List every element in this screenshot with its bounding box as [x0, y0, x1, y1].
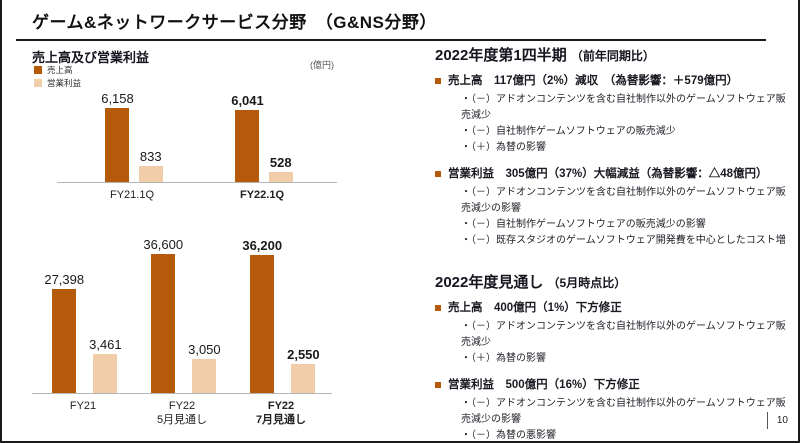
bullet-text: 売上高 400億円（1%）下方修正: [448, 302, 622, 315]
bar-value-label: 833: [139, 149, 162, 164]
chart-plot-area: 6,158 833 6,041 528: [57, 88, 337, 183]
bar-with-label: 36,600: [143, 237, 183, 393]
bar-value-label: 6,041: [231, 93, 264, 108]
sub-bullet-line: ・（＋）為替の影響: [461, 142, 546, 154]
bar-group: 36,200 2,550: [233, 238, 329, 393]
bar-value-label: 2,550: [287, 347, 320, 362]
category-label: FY22.1Q: [239, 189, 285, 201]
sub-bullet-line: ・（－）既存スタジオのゲームソフトウェア開発費を中心としたコスト増: [461, 235, 786, 247]
bullet-row: 売上高 400億円（1%）下方修正: [435, 300, 791, 316]
bar-with-label: 36,200: [242, 238, 282, 393]
bar-with-label: 3,050: [188, 342, 221, 393]
fy-outlook-heading: 2022年度見通し （5月時点比）: [435, 271, 791, 292]
legend-swatch: [34, 78, 42, 87]
category-label: FY21.1Q: [109, 189, 155, 201]
heading-sub: （前年同期比）: [570, 49, 655, 63]
bullet-text: 売上高 117億円（2%）減収 （為替影響：＋579億円）: [448, 75, 739, 87]
square-bullet-icon: [435, 171, 441, 178]
chart-legend: 売上高 営業利益: [34, 63, 81, 89]
square-bullet-icon: [435, 382, 441, 389]
fiscal-year-bar-chart: 27,398 3,461 36,600 3,050 36,200 2,550 FY21 FY…: [32, 235, 332, 428]
legend-swatch: [34, 65, 42, 74]
sub-bullet-line: ・（－）自社制作ゲームソフトウェアの販売減少の影響: [461, 219, 706, 231]
bar-profit: [192, 359, 217, 393]
bar-value-label: 3,461: [89, 337, 122, 352]
bullet-block: 営業利益 500億円（16%）下方修正・（－）アドオンコンテンツを含む自社制作以…: [435, 377, 791, 442]
bar-with-label: 833: [138, 149, 163, 182]
bar-with-label: 27,398: [44, 272, 84, 393]
bar-profit: [291, 364, 316, 393]
legend-label: 営業利益: [47, 77, 82, 88]
bar-value-label: 36,600: [143, 237, 184, 252]
sub-bullet-line: ・（－）為替の悪影響: [461, 430, 556, 442]
bar-with-label: 2,550: [287, 347, 320, 393]
q1-results-blocks: 売上高 117億円（2%）減収 （為替影響：＋579億円） ・（－）アドオンコンテ…: [435, 73, 791, 249]
q1-results-heading: 2022年度第1四半期 （前年同期比）: [435, 44, 791, 65]
chart-category-axis: FY21.1Q FY22.1Q: [57, 188, 337, 202]
sub-bullet-line: ・（－）アドオンコンテンツを含む自社制作以外のゲームソフトウェア販売減少: [461, 321, 786, 349]
bar-with-label: 3,461: [89, 337, 122, 393]
bar-profit: [138, 166, 163, 182]
legend-item: 営業利益: [34, 76, 81, 89]
chart-section-title: 売上高及び営業利益: [32, 50, 150, 65]
bar-profit: [93, 354, 118, 393]
bar-sales: [105, 108, 130, 182]
bullet-row: 営業利益 500億円（16%）下方修正: [435, 377, 791, 393]
bullet-block: 営業利益 305億円（37%）大幅減益（為替影響：△48億円） ・（－）アドオンコ…: [435, 166, 791, 249]
fy-outlook-section: 2022年度見通し （5月時点比） 売上高 400億円（1%）下方修正・（－）ア…: [435, 271, 791, 442]
bar-sales: [52, 289, 77, 393]
square-bullet-icon: [435, 78, 441, 84]
bullet-block: 売上高 117億円（2%）減収 （為替影響：＋579億円） ・（－）アドオンコンテ…: [435, 73, 791, 156]
sub-bullet-line: ・（－）アドオンコンテンツを含む自社制作以外のゲームソフトウェア販売減少の影響: [461, 398, 786, 426]
chart-category-axis: FY21 FY22 5月見通し FY22 7月見通し: [32, 399, 332, 428]
legend-label: 売上高: [47, 64, 73, 75]
sub-bullet-line: ・（＋）為替の影響: [461, 353, 546, 365]
bullet-text: 営業利益 305億円（37%）大幅減益（為替影響：△48億円）: [448, 168, 768, 181]
bullet-row: 売上高 117億円（2%）減収 （為替影響：＋579億円）: [435, 73, 791, 89]
legend-item: 売上高: [34, 63, 81, 76]
page-number: 10: [766, 412, 788, 429]
bullet-text: 営業利益 500億円（16%）下方修正: [448, 379, 640, 392]
commentary-column: 2022年度第1四半期 （前年同期比） 売上高 117億円（2%）減収 （為替影…: [435, 44, 791, 442]
sub-bullet-line: ・（－）アドオンコンテンツを含む自社制作以外のゲームソフトウェア販売減少: [461, 94, 786, 122]
heading-sub: （5月時点比）: [547, 276, 627, 291]
title-underline: [16, 39, 766, 41]
bar-with-label: 528: [268, 155, 293, 182]
bar-group: 36,600 3,050: [134, 237, 230, 393]
heading-main: 2022年度第1四半期: [435, 47, 567, 64]
bar-value-label: 3,050: [188, 342, 221, 357]
page-title: ゲーム&ネットワークサービス分野 （G&NS分野）: [32, 13, 437, 32]
square-bullet-icon: [435, 305, 441, 312]
bar-value-label: 27,398: [44, 272, 85, 287]
bar-group: 27,398 3,461: [35, 272, 131, 393]
q1-results-section: 2022年度第1四半期 （前年同期比） 売上高 117億円（2%）減収 （為替影…: [435, 44, 791, 249]
bullet-row: 営業利益 305億円（37%）大幅減益（為替影響：△48億円）: [435, 166, 791, 182]
bar-value-label: 36,200: [242, 238, 283, 253]
bar-profit: [268, 172, 293, 182]
sub-bullet-line: ・（－）アドオンコンテンツを含む自社制作以外のゲームソフトウェア販売減少の影響: [461, 187, 786, 215]
bar-with-label: 6,041: [231, 93, 264, 182]
fy-outlook-blocks: 売上高 400億円（1%）下方修正・（－）アドオンコンテンツを含む自社制作以外の…: [435, 300, 791, 442]
category-label: FY22 5月見通し: [156, 400, 208, 427]
bar-value-label: 6,158: [101, 91, 134, 106]
chart-plot-area: 27,398 3,461 36,600 3,050 36,200 2,550: [32, 235, 332, 394]
bar-group: 6,041 528: [207, 93, 317, 182]
bar-with-label: 6,158: [101, 91, 134, 182]
category-label: FY22 7月見通し: [255, 400, 307, 427]
heading-main: 2022年度見通し: [435, 274, 544, 292]
bar-sales: [250, 255, 275, 393]
bar-sales: [151, 254, 176, 393]
bar-value-label: 528: [269, 155, 292, 170]
sub-bullet-line: ・（－）自社制作ゲームソフトウェアの販売減少: [461, 126, 676, 138]
bar-sales: [235, 110, 260, 182]
quarterly-bar-chart: 6,158 833 6,041 528 FY21.1Q FY22.1Q: [57, 88, 337, 202]
category-label: FY21: [69, 400, 97, 412]
unit-label: (億円): [310, 60, 334, 70]
bar-group: 6,158 833: [77, 91, 187, 182]
bullet-block: 売上高 400億円（1%）下方修正・（－）アドオンコンテンツを含む自社制作以外の…: [435, 300, 791, 367]
